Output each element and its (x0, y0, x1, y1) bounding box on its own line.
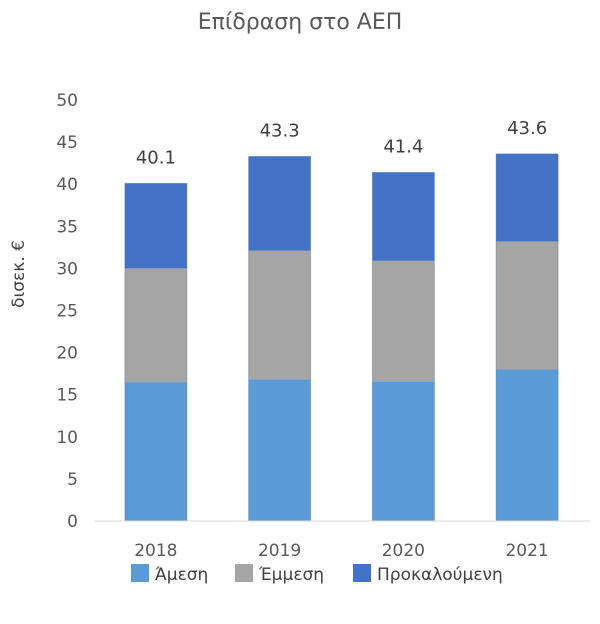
bar-segment (124, 382, 187, 521)
bar-segment (496, 153, 559, 242)
total-label: 41.4 (383, 136, 423, 157)
legend-label: Προκαλούμενη (377, 565, 503, 585)
legend-swatch (353, 564, 371, 582)
y-tick-label: 30 (56, 259, 78, 279)
bar-segment (372, 260, 435, 382)
x-axis-ticks: 2018 2019 2020 2021 (134, 541, 549, 561)
bar-segment (248, 156, 311, 251)
total-labels: 40.1 43.3 41.4 43.6 (136, 118, 547, 168)
y-tick-label: 40 (56, 175, 78, 195)
y-tick-label: 45 (56, 133, 78, 153)
y-tick-label: 35 (56, 217, 78, 237)
bar-segment (372, 172, 435, 261)
legend: Άμεση Έμμεση Προκαλούμενη (131, 564, 503, 585)
legend-swatch (235, 564, 253, 582)
legend-label: Έμμεση (258, 565, 324, 585)
y-tick-label: 0 (67, 512, 78, 532)
y-tick-label: 10 (56, 428, 78, 448)
total-label: 40.1 (136, 147, 176, 168)
chart-title: Επίδραση στο ΑΕΠ (198, 10, 403, 35)
y-tick-label: 15 (56, 386, 78, 406)
x-tick-label: 2018 (134, 541, 177, 561)
y-tick-label: 50 (56, 91, 78, 111)
x-tick-label: 2020 (382, 541, 425, 561)
y-tick-label: 25 (56, 302, 78, 322)
y-axis-ticks: 0 5 10 15 20 25 30 35 40 45 50 (56, 91, 78, 532)
bar-segment (248, 379, 311, 521)
y-axis-label: δισεκ. € (9, 240, 29, 308)
bar-segment (496, 369, 559, 521)
bar-segment (372, 381, 435, 521)
total-label: 43.6 (507, 118, 547, 139)
bar-segment (248, 250, 311, 380)
bars (124, 153, 559, 522)
bar-segment (124, 183, 187, 269)
total-label: 43.3 (260, 120, 300, 141)
legend-swatch (131, 564, 149, 582)
bar-segment (124, 268, 187, 383)
legend-label: Άμεση (155, 565, 208, 585)
x-tick-label: 2021 (505, 541, 548, 561)
y-tick-label: 20 (56, 344, 78, 364)
y-tick-label: 5 (67, 470, 78, 490)
x-tick-label: 2019 (258, 541, 301, 561)
bar-segment (496, 241, 559, 370)
